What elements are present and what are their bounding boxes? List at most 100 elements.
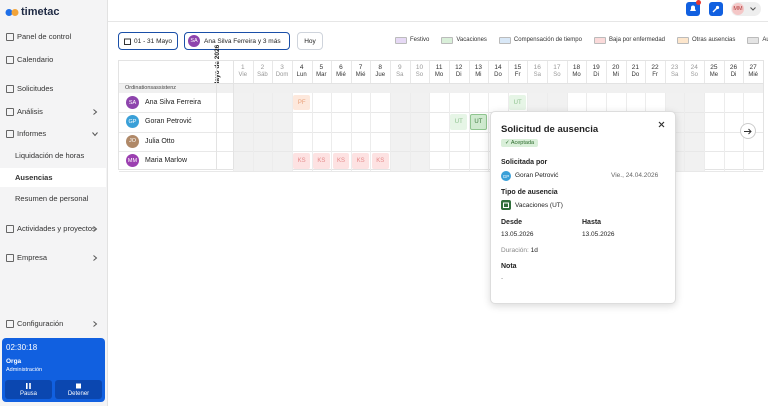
column-line <box>664 61 666 83</box>
absence[interactable]: KS <box>332 153 350 169</box>
day-cell <box>704 112 725 132</box>
timer-role: Administración <box>6 367 43 373</box>
weekday: Mié <box>748 72 758 78</box>
nav-icon <box>6 130 14 138</box>
day-number: 2 <box>260 64 265 71</box>
day-cell <box>291 112 313 132</box>
nav-item[interactable]: Empresa <box>17 253 48 262</box>
date-range: 01 - 31 Mayo <box>134 37 172 45</box>
day-cell <box>233 93 254 113</box>
to-label: Hasta <box>582 219 602 226</box>
column-line <box>684 61 686 83</box>
close-button[interactable] <box>658 121 665 128</box>
absence[interactable]: KS <box>352 153 369 169</box>
weekday: Dom <box>275 72 289 78</box>
filter-label: Ana Silva Ferreira y 3 más <box>204 37 281 45</box>
nav-item[interactable]: Informes <box>17 129 47 138</box>
day-cell <box>684 93 705 113</box>
tool-icon <box>712 5 720 13</box>
nav-item[interactable]: Análisis <box>17 107 43 116</box>
employee-name[interactable]: Maria Marlow <box>145 157 188 165</box>
day-cell <box>507 93 529 113</box>
tools-button[interactable] <box>709 2 723 16</box>
day-number: 3 <box>280 64 284 71</box>
day-cell <box>645 93 666 113</box>
chevron <box>93 109 98 115</box>
day-cell <box>664 93 686 113</box>
day-cell <box>291 131 313 152</box>
absence[interactable]: UT <box>450 114 468 130</box>
employee-name[interactable]: Julia Otto <box>145 137 175 145</box>
day-cell <box>409 93 431 113</box>
calendar-icon <box>124 38 132 45</box>
day-cell <box>390 131 411 152</box>
notifications-button[interactable] <box>686 0 701 16</box>
chevron-down <box>750 7 756 11</box>
absence[interactable]: KS <box>293 153 310 169</box>
today-button[interactable]: Hoy <box>297 32 323 50</box>
user-avatar: MM <box>732 3 744 15</box>
nav-icon <box>6 108 14 116</box>
nav-icon <box>6 33 14 41</box>
nav-item[interactable]: Liquidación de horas <box>15 151 85 160</box>
weekday: Di <box>730 72 737 78</box>
nav-icon <box>6 56 14 64</box>
pause-button[interactable]: Pausa <box>5 380 52 399</box>
day-number: 12 <box>455 64 463 71</box>
stop-button[interactable]: Detener <box>55 380 102 399</box>
nav-item[interactable]: Configuración <box>17 319 64 328</box>
weekday: Lun <box>296 72 307 78</box>
month-column-line <box>233 61 234 169</box>
absence[interactable]: PF <box>293 95 310 111</box>
weekday: So <box>553 72 561 78</box>
day-cell <box>272 112 293 132</box>
employee-avatar: SA <box>126 96 139 109</box>
nav-item[interactable]: Solicitudes <box>17 84 54 93</box>
absence[interactable]: UT <box>509 95 526 111</box>
day-cell <box>743 93 764 113</box>
day-cell <box>448 93 470 113</box>
employee-name[interactable]: Goran Petrović <box>145 118 192 126</box>
day-number: 4 <box>299 64 304 71</box>
nav-item[interactable]: Panel de control <box>17 32 72 41</box>
day-cell <box>448 151 470 171</box>
absence[interactable]: UT <box>470 114 487 130</box>
chevron <box>92 132 98 137</box>
nav-item[interactable]: Resumen de personal <box>15 194 89 203</box>
next-button[interactable] <box>740 123 756 139</box>
nav-item[interactable]: Calendario <box>17 55 54 64</box>
column-line <box>645 61 647 83</box>
nav-icon <box>6 254 14 262</box>
nav-item[interactable]: Actividades y proyectos <box>17 224 96 233</box>
column-line <box>625 61 627 83</box>
employee-filter[interactable]: SA Ana Silva Ferreira y 3 más <box>184 32 290 50</box>
nav-item[interactable]: Ausencias <box>15 173 53 182</box>
day-cell <box>586 93 607 113</box>
note: - <box>501 275 504 282</box>
absence[interactable]: KS <box>313 153 330 169</box>
legend-label: Ausencia <box>762 37 768 43</box>
day-cell <box>252 93 274 113</box>
employee-name[interactable]: Ana Silva Ferreira <box>145 99 202 106</box>
legend-swatch <box>747 37 760 44</box>
day-cell <box>272 151 293 171</box>
column-line <box>370 61 372 83</box>
day-number: 16 <box>533 64 541 71</box>
day-number: 8 <box>378 64 383 71</box>
absence[interactable]: KS <box>371 153 389 169</box>
day-cell <box>488 151 509 171</box>
active-item-bg <box>0 168 106 187</box>
day-cell <box>272 93 293 113</box>
filter-avatar: SA <box>188 35 200 47</box>
requested-on: Vie., 24.04.2026 <box>611 172 659 179</box>
date-range-button[interactable]: 01 - 31 Mayo <box>118 32 178 50</box>
row-line <box>119 170 763 172</box>
user-menu[interactable]: MM <box>731 2 761 16</box>
column-line <box>291 61 293 83</box>
day-cell <box>252 151 274 171</box>
day-cell <box>291 151 313 171</box>
day-cell <box>350 112 372 132</box>
weekday: So <box>690 72 698 78</box>
day-number: 9 <box>398 64 402 71</box>
